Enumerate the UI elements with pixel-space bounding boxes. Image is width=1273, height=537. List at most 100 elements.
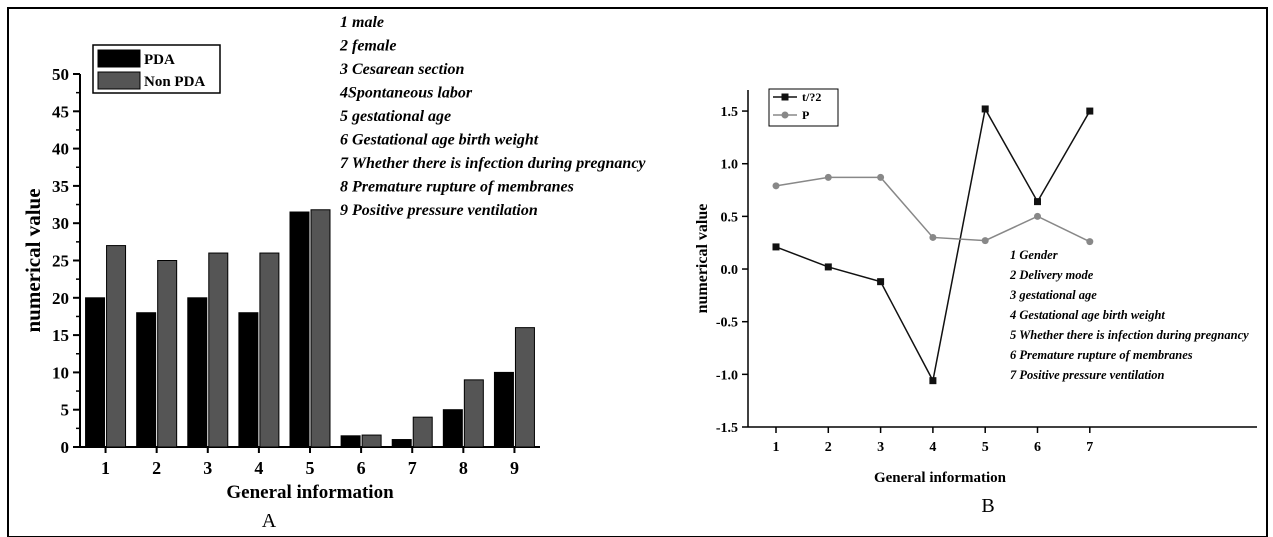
legend-marker	[781, 111, 789, 119]
y-tick-label: 35	[52, 177, 69, 196]
bar-non-pda	[259, 252, 280, 448]
y-tick-label: 10	[52, 363, 69, 382]
x-tick-label: 2	[825, 440, 832, 455]
y-tick-label: 1.0	[721, 158, 739, 173]
x-tick-label: 3	[877, 440, 884, 455]
data-point	[929, 377, 937, 385]
x-tick-label: 7	[1086, 440, 1093, 455]
data-point	[877, 278, 885, 286]
data-point	[1034, 212, 1041, 220]
data-point	[824, 173, 832, 181]
bar-pda	[238, 312, 259, 448]
x-tick-label: 5	[306, 458, 315, 478]
legend-label: PDA	[144, 52, 175, 68]
data-point	[981, 237, 989, 245]
annotation-text: 3 Cesarean section	[339, 61, 465, 78]
annotation-text: 6 Premature rupture of membranes	[1010, 348, 1193, 362]
annotation-text: 6 Gestational age birth weight	[340, 132, 539, 149]
x-tick-label: 8	[459, 458, 468, 478]
y-tick-label: 50	[52, 65, 69, 84]
panel-b-label: B	[981, 495, 994, 517]
bar-non-pda	[157, 260, 178, 448]
y-tick-label: 40	[52, 140, 69, 159]
legend-swatch	[97, 71, 141, 90]
y-tick-label: 5	[61, 401, 70, 420]
y-tick-label: 0.0	[721, 263, 739, 278]
y-tick-label: 15	[52, 326, 69, 345]
y-tick-label: 45	[52, 102, 69, 121]
series-line	[775, 176, 1091, 243]
annotation-text: 9 Positive pressure ventilation	[340, 202, 538, 219]
annotation-text: 3 gestational age	[1009, 288, 1097, 302]
legend-swatch	[97, 49, 141, 68]
data-point	[877, 173, 885, 181]
data-point	[1086, 107, 1094, 115]
x-tick-label: 1	[773, 440, 780, 455]
x-tick-label: 4	[929, 440, 936, 455]
y-tick-label: 1.5	[721, 105, 739, 120]
y-tick-label: 0	[61, 438, 70, 457]
data-point	[772, 243, 780, 251]
x-axis-title: General information	[874, 470, 1007, 486]
legend-box	[768, 88, 839, 127]
data-point	[929, 233, 937, 241]
x-tick-label: 3	[203, 458, 212, 478]
bar-non-pda	[514, 327, 535, 448]
legend-marker	[781, 93, 789, 101]
bar-pda	[85, 297, 106, 448]
bar-pda	[340, 435, 361, 448]
annotation-text: 5 gestational age	[340, 108, 451, 125]
x-tick-label: 4	[254, 458, 263, 478]
bar-pda	[136, 312, 157, 448]
annotation-text: 1 Gender	[1010, 248, 1058, 262]
x-axis-title: General information	[226, 482, 394, 503]
bar-pda	[442, 409, 463, 448]
y-tick-label: -0.5	[716, 316, 738, 331]
bar-non-pda	[106, 245, 127, 448]
data-point	[1086, 238, 1094, 246]
legend-label: Non PDA	[144, 74, 205, 90]
x-tick-label: 5	[982, 440, 989, 455]
annotation-text: 7 Positive pressure ventilation	[1010, 368, 1165, 382]
data-point	[1034, 198, 1041, 206]
bar-non-pda	[208, 252, 229, 448]
bar-non-pda	[310, 209, 331, 448]
annotation-text: 8 Premature rupture of membranes	[340, 179, 574, 196]
annotation-text: 5 Whether there is infection during preg…	[1010, 328, 1249, 342]
x-tick-label: 9	[510, 458, 519, 478]
legend-label: P	[802, 108, 809, 122]
annotation-text: 2 female	[339, 38, 396, 55]
bar-pda	[493, 371, 514, 448]
annotation-text: 7 Whether there is infection during preg…	[340, 155, 646, 172]
x-tick-label: 6	[1034, 440, 1041, 455]
y-axis-title: numerical value	[694, 204, 711, 314]
data-point	[824, 263, 832, 271]
legend-label: t/?2	[802, 90, 821, 104]
annotation-text: 1 male	[340, 14, 384, 31]
data-point	[772, 182, 780, 190]
y-tick-label: 20	[52, 289, 69, 308]
bar-pda	[187, 297, 208, 448]
y-axis-title: numerical value	[21, 188, 45, 332]
y-tick-label: 0.5	[721, 210, 739, 225]
annotation-text: 2 Delivery mode	[1009, 268, 1094, 282]
data-point	[981, 105, 989, 113]
bar-non-pda	[412, 416, 433, 448]
bar-non-pda	[463, 379, 484, 448]
x-tick-label: 1	[101, 458, 110, 478]
annotation-text: 4Spontaneous labor	[339, 85, 473, 102]
y-tick-label: -1.0	[716, 368, 738, 383]
panel-b-line-chart: -1.5 -1.0 -0.5 0.0 0.5 1.0 1.5 1 2 3 4 5 6 7 General i…	[694, 88, 1257, 486]
y-tick-label: 25	[52, 252, 69, 271]
y-tick-label: -1.5	[716, 421, 738, 436]
bar-pda	[391, 439, 412, 448]
figure-border	[7, 7, 1268, 537]
x-tick-label: 6	[357, 458, 366, 478]
y-tick-label: 30	[52, 214, 69, 233]
x-tick-label: 7	[408, 458, 417, 478]
panel-a-label: A	[262, 510, 277, 532]
x-tick-label: 2	[152, 458, 161, 478]
bar-non-pda	[361, 434, 382, 448]
